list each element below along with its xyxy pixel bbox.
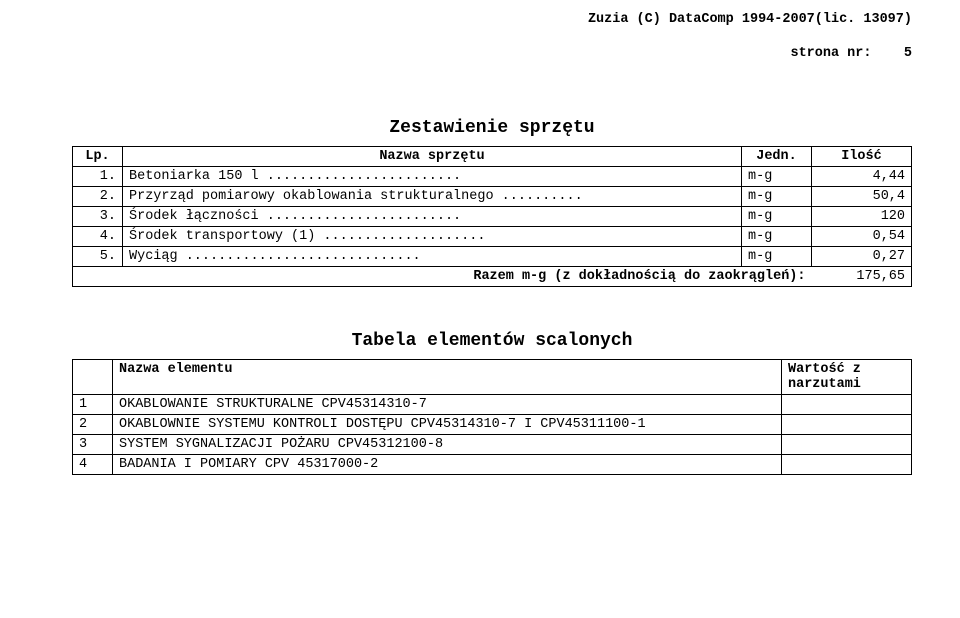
cell-lp: 4 xyxy=(73,454,113,474)
cell-lp: 2 xyxy=(73,414,113,434)
cell-value xyxy=(782,434,912,454)
table-row: 2 OKABLOWNIE SYSTEMU KONTROLI DOSTĘPU CP… xyxy=(73,414,912,434)
cell-value xyxy=(782,394,912,414)
header-page-number: 5 xyxy=(904,46,912,61)
elements-title: Tabela elementów scalonych xyxy=(72,331,912,351)
col-name: Nazwa sprzętu xyxy=(123,146,742,166)
header-copyright: Zuzia (C) DataComp 1994-2007(lic. 13097) xyxy=(72,12,912,29)
cell-qty: 120 xyxy=(812,206,912,226)
table-row: 2. Przyrząd pomiarowy okablowania strukt… xyxy=(73,186,912,206)
cell-lp: 3 xyxy=(73,434,113,454)
cell-unit: m-g xyxy=(742,206,812,226)
cell-qty: 4,44 xyxy=(812,166,912,186)
cell-unit: m-g xyxy=(742,186,812,206)
cell-name: Środek transportowy (1) ................… xyxy=(123,226,742,246)
cell-lp: 5. xyxy=(73,246,123,266)
equipment-header-row: Lp. Nazwa sprzętu Jedn. Ilość xyxy=(73,146,912,166)
cell-name: Środek łączności .......................… xyxy=(123,206,742,226)
cell-value xyxy=(782,454,912,474)
table-row: 4. Środek transportowy (1) .............… xyxy=(73,226,912,246)
col-element-value: Wartość z narzutami xyxy=(782,359,912,394)
cell-unit: m-g xyxy=(742,246,812,266)
cell-lp: 3. xyxy=(73,206,123,226)
cell-qty: 50,4 xyxy=(812,186,912,206)
table-row: 3. Środek łączności ....................… xyxy=(73,206,912,226)
cell-qty: 0,27 xyxy=(812,246,912,266)
cell-name: OKABLOWANIE STRUKTURALNE CPV45314310-7 xyxy=(113,394,782,414)
cell-qty: 0,54 xyxy=(812,226,912,246)
cell-name: BADANIA I POMIARY CPV 45317000-2 xyxy=(113,454,782,474)
table-row: 3 SYSTEM SYGNALIZACJI POŻARU CPV45312100… xyxy=(73,434,912,454)
table-row: 1 OKABLOWANIE STRUKTURALNE CPV45314310-7 xyxy=(73,394,912,414)
table-row: 5. Wyciąg ............................. … xyxy=(73,246,912,266)
table-row: 1. Betoniarka 150 l ....................… xyxy=(73,166,912,186)
header-page-label: strona nr: xyxy=(790,46,871,61)
cell-unit: m-g xyxy=(742,166,812,186)
cell-name: SYSTEM SYGNALIZACJI POŻARU CPV45312100-8 xyxy=(113,434,782,454)
cell-lp: 4. xyxy=(73,226,123,246)
col-empty xyxy=(73,359,113,394)
sum-label: Razem m-g (z dokładnością do zaokrągleń)… xyxy=(123,266,812,286)
elements-header-row: Nazwa elementu Wartość z narzutami xyxy=(73,359,912,394)
header-page: strona nr: 5 xyxy=(72,29,912,80)
cell-name: OKABLOWNIE SYSTEMU KONTROLI DOSTĘPU CPV4… xyxy=(113,414,782,434)
elements-table: Nazwa elementu Wartość z narzutami 1 OKA… xyxy=(72,359,912,475)
cell-name: Przyrząd pomiarowy okablowania struktura… xyxy=(123,186,742,206)
col-element-name: Nazwa elementu xyxy=(113,359,782,394)
equipment-sum-row: Razem m-g (z dokładnością do zaokrągleń)… xyxy=(73,266,912,286)
equipment-title: Zestawienie sprzętu xyxy=(72,118,912,138)
col-qty: Ilość xyxy=(812,146,912,166)
cell-name: Wyciąg ............................. xyxy=(123,246,742,266)
cell-unit: m-g xyxy=(742,226,812,246)
col-lp: Lp. xyxy=(73,146,123,166)
col-unit: Jedn. xyxy=(742,146,812,166)
cell-value xyxy=(782,414,912,434)
equipment-table: Lp. Nazwa sprzętu Jedn. Ilość 1. Betonia… xyxy=(72,146,912,287)
table-row: 4 BADANIA I POMIARY CPV 45317000-2 xyxy=(73,454,912,474)
sum-value: 175,65 xyxy=(812,266,912,286)
sum-lp xyxy=(73,266,123,286)
cell-lp: 1. xyxy=(73,166,123,186)
cell-lp: 1 xyxy=(73,394,113,414)
cell-lp: 2. xyxy=(73,186,123,206)
cell-name: Betoniarka 150 l .......................… xyxy=(123,166,742,186)
